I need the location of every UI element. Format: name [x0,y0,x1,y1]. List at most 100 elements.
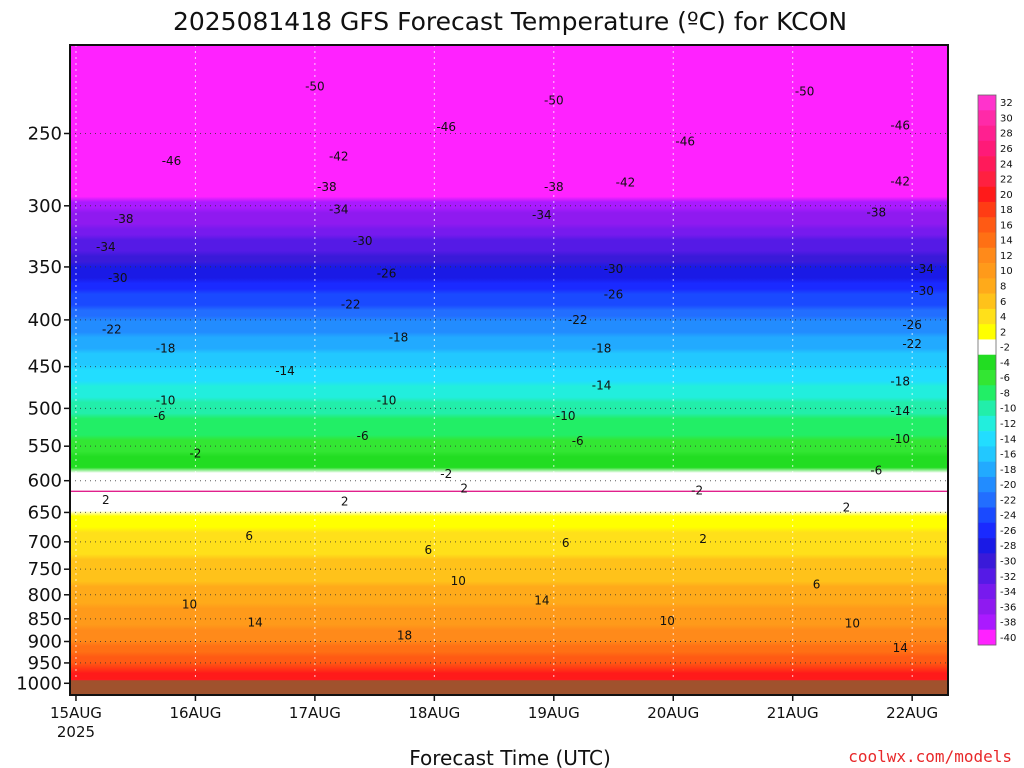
contour-label: 6 [425,543,433,557]
colorbar-label: 2 [1000,327,1006,338]
colorbar-label: 10 [1000,266,1013,277]
y-tick-label: 650 [28,502,62,523]
colorbar-swatch [978,431,996,447]
colorbar-label: 18 [1000,205,1013,216]
x-tick-label: 19AUG [528,704,580,722]
grid-lines [70,45,948,695]
contour-label: 6 [562,536,570,550]
x-tick-label: 16AUG [169,704,221,722]
colorbar-swatch [978,110,996,126]
contour-label: 6 [813,578,821,592]
contour-label: 2 [843,501,851,515]
colorbar-swatch [978,232,996,249]
colorbar-label: 8 [1000,281,1006,292]
y-tick-label: 800 [28,585,62,606]
contour-label: -46 [436,120,456,134]
colorbar-label: -24 [1000,511,1016,522]
contour-label: -34 [329,203,349,217]
colorbar-swatch [978,293,996,310]
colorbar-swatch [978,614,996,631]
contour-label: -38 [867,205,887,219]
colorbar-swatch [978,629,996,646]
contour-label: -2 [691,483,703,497]
x-axis-label: Forecast Time (UTC) [409,746,611,768]
contour-label: 18 [397,629,412,643]
contour-label: -10 [556,409,576,423]
y-tick-label: 400 [28,310,62,331]
colorbar-label: -16 [1000,450,1016,461]
contour-label: 2 [102,493,110,507]
contour-label: -50 [795,85,815,99]
colorbar-swatch [978,400,996,417]
colorbar-label: 30 [1000,113,1013,124]
colorbar-label: -8 [1000,388,1010,399]
contour-label: 2 [699,532,707,546]
contour-label: 14 [893,641,908,655]
contour-label: -18 [890,374,910,388]
colorbar: 32 30 28 26 24 22 20 18 16 14 12 10 8 6 4 2 -2 -4 -6 -8 -10 -… [977,94,1016,646]
colorbar-swatch [978,95,996,111]
y-tick-label: 700 [28,532,62,553]
colorbar-swatch [978,201,996,218]
contour-label: -22 [341,298,361,312]
colorbar-label: -36 [1000,602,1016,613]
contour-label: 10 [660,614,675,628]
colorbar-swatch [978,522,996,539]
colorbar-label: -38 [1000,618,1016,629]
colorbar-label: 20 [1000,190,1013,201]
contour-label: -18 [389,330,409,344]
contour-label: -14 [592,379,612,393]
colorbar-label: 28 [1000,129,1013,140]
colorbar-swatch [978,370,996,386]
contour-label: 2 [460,482,468,496]
colorbar-swatch [978,354,996,371]
colorbar-swatch [978,263,996,279]
colorbar-swatch [978,507,996,524]
contour-label: -6 [154,409,166,423]
colorbar-swatch [978,553,996,569]
contour-label: -6 [572,434,584,448]
contour-label: 10 [182,598,197,612]
colorbar-swatch [978,339,996,356]
colorbar-label: -32 [1000,572,1016,583]
colorbar-swatch [978,446,996,462]
contour-label: -22 [902,337,922,351]
contour-label: -34 [532,208,552,222]
colorbar-label: -30 [1000,556,1016,567]
colorbar-swatch [978,568,996,585]
colorbar-label: 24 [1000,159,1013,170]
contour-label: -46 [890,118,910,132]
colorbar-label: 6 [1000,297,1006,308]
colorbar-swatch [978,385,996,401]
colorbar-label: 4 [1000,312,1006,323]
contour-label: -6 [357,429,369,443]
contour-label: -14 [275,364,295,378]
colorbar-label: 32 [1000,98,1013,109]
x-tick-label: 21AUG [767,704,819,722]
y-tick-label: 300 [28,196,62,217]
colorbar-label: -22 [1000,495,1016,506]
contour-label: 14 [248,616,263,630]
colorbar-label: 22 [1000,175,1013,186]
colorbar-swatch [978,599,996,615]
colorbar-label: -28 [1000,541,1016,552]
x-tick-label: 22AUG [886,704,938,722]
contour-label: -10 [377,393,397,407]
contour-labels: -50 -50 -50 -46 -46 -46 -46 -42 -42 -42 -38 -38 -38 -… [96,79,934,655]
contour-label: -2 [440,467,452,481]
colorbar-label: 14 [1000,236,1013,247]
contour-label: -46 [162,154,182,168]
ground-layer [70,680,948,695]
y-tick-label: 250 [28,123,62,144]
y-tick-label: 450 [28,357,62,378]
colorbar-label: 16 [1000,220,1013,231]
colorbar-swatch [978,247,996,264]
colorbar-swatch [978,308,996,325]
credit-text[interactable]: coolwx.com/models [848,747,1012,766]
colorbar-swatch [978,583,996,600]
y-axis-ticks: 2503003504004505005506006507007508008509… [16,123,70,694]
colorbar-swatch [978,278,996,294]
colorbar-label: -10 [1000,404,1016,415]
contour-label: -30 [604,262,624,276]
